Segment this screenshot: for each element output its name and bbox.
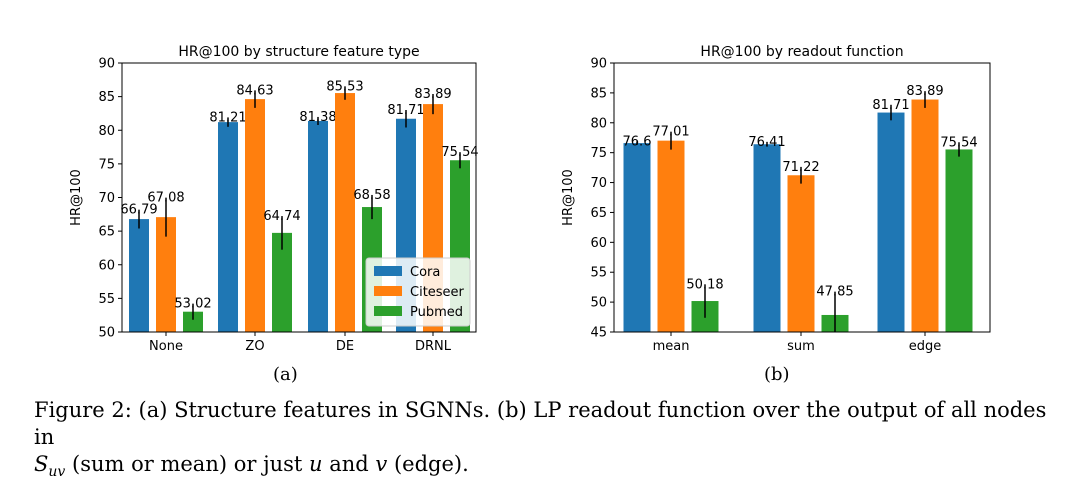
value-label: 81.71 — [387, 103, 424, 118]
bar-citeseer-de — [335, 93, 355, 332]
legend-swatch-citeseer — [374, 286, 402, 296]
bar-cora-zo — [218, 122, 238, 332]
chart-1-ytick-label: 45 — [590, 326, 607, 341]
chart-0-ytick-label: 90 — [98, 57, 115, 72]
chart-1-axes-frame — [613, 62, 991, 333]
chart-0-ytick-label: 65 — [98, 225, 115, 240]
caption-var-v: v — [375, 452, 388, 476]
bar-citeseer-none — [156, 217, 176, 332]
caption-var-u: u — [309, 452, 323, 476]
chart-1-ytick-label: 80 — [590, 116, 607, 131]
chart-1-title: HR@100 by readout function — [700, 44, 903, 60]
value-label: 75.54 — [441, 145, 478, 160]
bar-citeseer-sum — [787, 175, 815, 332]
subfigure-a-label: (a) — [273, 364, 298, 385]
chart-0-xtick-label: ZO — [245, 339, 264, 354]
value-label: 50.18 — [686, 277, 723, 292]
caption-line-1: Figure 2: (a) Structure features in SGNN… — [34, 398, 1047, 449]
chart-0-ytick-label: 50 — [98, 326, 115, 341]
value-label: 67.08 — [147, 191, 184, 206]
chart-1-ytick-label: 60 — [590, 236, 607, 251]
legend-swatch-cora — [374, 266, 402, 276]
caption-text-3: (edge). — [393, 452, 469, 476]
chart-1-ytick-label: 50 — [590, 296, 607, 311]
chart-1-ylabel: HR@100 — [561, 169, 576, 226]
chart-0-title: HR@100 by structure feature type — [178, 44, 419, 60]
chart-1-ytick-label: 65 — [590, 206, 607, 221]
chart-1-ytick-label: 75 — [590, 146, 607, 161]
bar-cora-mean — [623, 143, 651, 332]
chart-1-ytick-label: 55 — [590, 266, 607, 281]
chart-1-xtick-label: edge — [909, 339, 942, 354]
value-label: 64.74 — [263, 209, 300, 224]
legend-label-cora: Cora — [410, 265, 440, 280]
bar-pubmed-none — [183, 311, 203, 332]
bar-pubmed-edge — [945, 149, 973, 332]
chart-1-ytick-label: 85 — [590, 86, 607, 101]
caption-text-2: (sum or mean) or just — [72, 452, 303, 476]
chart-1-xtick-label: sum — [787, 339, 815, 354]
value-label: 77.01 — [652, 125, 689, 140]
chart-1-ytick-label: 70 — [590, 176, 607, 191]
value-label: 47.85 — [816, 285, 853, 300]
value-label: 83.89 — [906, 84, 943, 99]
value-label: 71.22 — [782, 160, 819, 175]
value-label: 53.02 — [174, 297, 211, 312]
figure-charts: HR@100 by structure feature type HR@100 50… — [69, 44, 991, 354]
chart-0-xtick-label: DE — [336, 339, 354, 354]
legend-label-citeseer: Citeseer — [410, 285, 465, 300]
chart-0-xtick-label: DRNL — [415, 339, 452, 354]
chart-0-axes-frame — [121, 62, 477, 333]
bar-cora-sum — [753, 144, 781, 332]
caption-set-s: S — [34, 452, 49, 476]
chart-0-ytick-label: 85 — [98, 90, 115, 105]
chart-0-ytick-label: 55 — [98, 292, 115, 307]
value-label: 81.71 — [872, 98, 909, 113]
bar-cora-none — [129, 219, 149, 332]
caption-set-subscript: uv — [48, 464, 66, 481]
value-label: 76.41 — [748, 135, 785, 150]
figure-caption: Figure 2: (a) Structure features in SGNN… — [34, 397, 1064, 486]
value-label: 76.6 — [623, 134, 652, 149]
value-label: 68.58 — [353, 188, 390, 203]
caption-text-and: and — [329, 452, 369, 476]
subfigure-b-label: (b) — [764, 364, 790, 385]
value-label: 81.21 — [209, 110, 246, 125]
bar-pubmed-zo — [272, 232, 292, 332]
value-label: 75.54 — [940, 135, 977, 150]
chart-0-ytick-label: 80 — [98, 124, 115, 139]
chart-0-ylabel: HR@100 — [69, 169, 84, 226]
chart-1-xtick-label: mean — [653, 339, 690, 354]
legend-label-pubmed: Pubmed — [410, 305, 463, 320]
value-label: 83.89 — [414, 87, 451, 102]
value-label: 85.53 — [326, 79, 363, 94]
bar-cora-edge — [877, 112, 905, 332]
chart-0-ytick-label: 70 — [98, 191, 115, 206]
bar-citeseer-zo — [245, 99, 265, 332]
value-label: 81.38 — [299, 110, 336, 125]
chart-1-ytick-label: 90 — [590, 57, 607, 72]
chart-0-ytick-label: 75 — [98, 157, 115, 172]
bar-citeseer-edge — [911, 99, 939, 332]
chart-0-ytick-label: 60 — [98, 258, 115, 273]
chart-0-xtick-label: None — [149, 339, 183, 354]
value-label: 66.79 — [120, 203, 157, 218]
bar-cora-de — [308, 120, 328, 332]
bar-citeseer-mean — [657, 140, 685, 332]
legend-swatch-pubmed — [374, 306, 402, 316]
value-label: 84.63 — [236, 83, 273, 98]
